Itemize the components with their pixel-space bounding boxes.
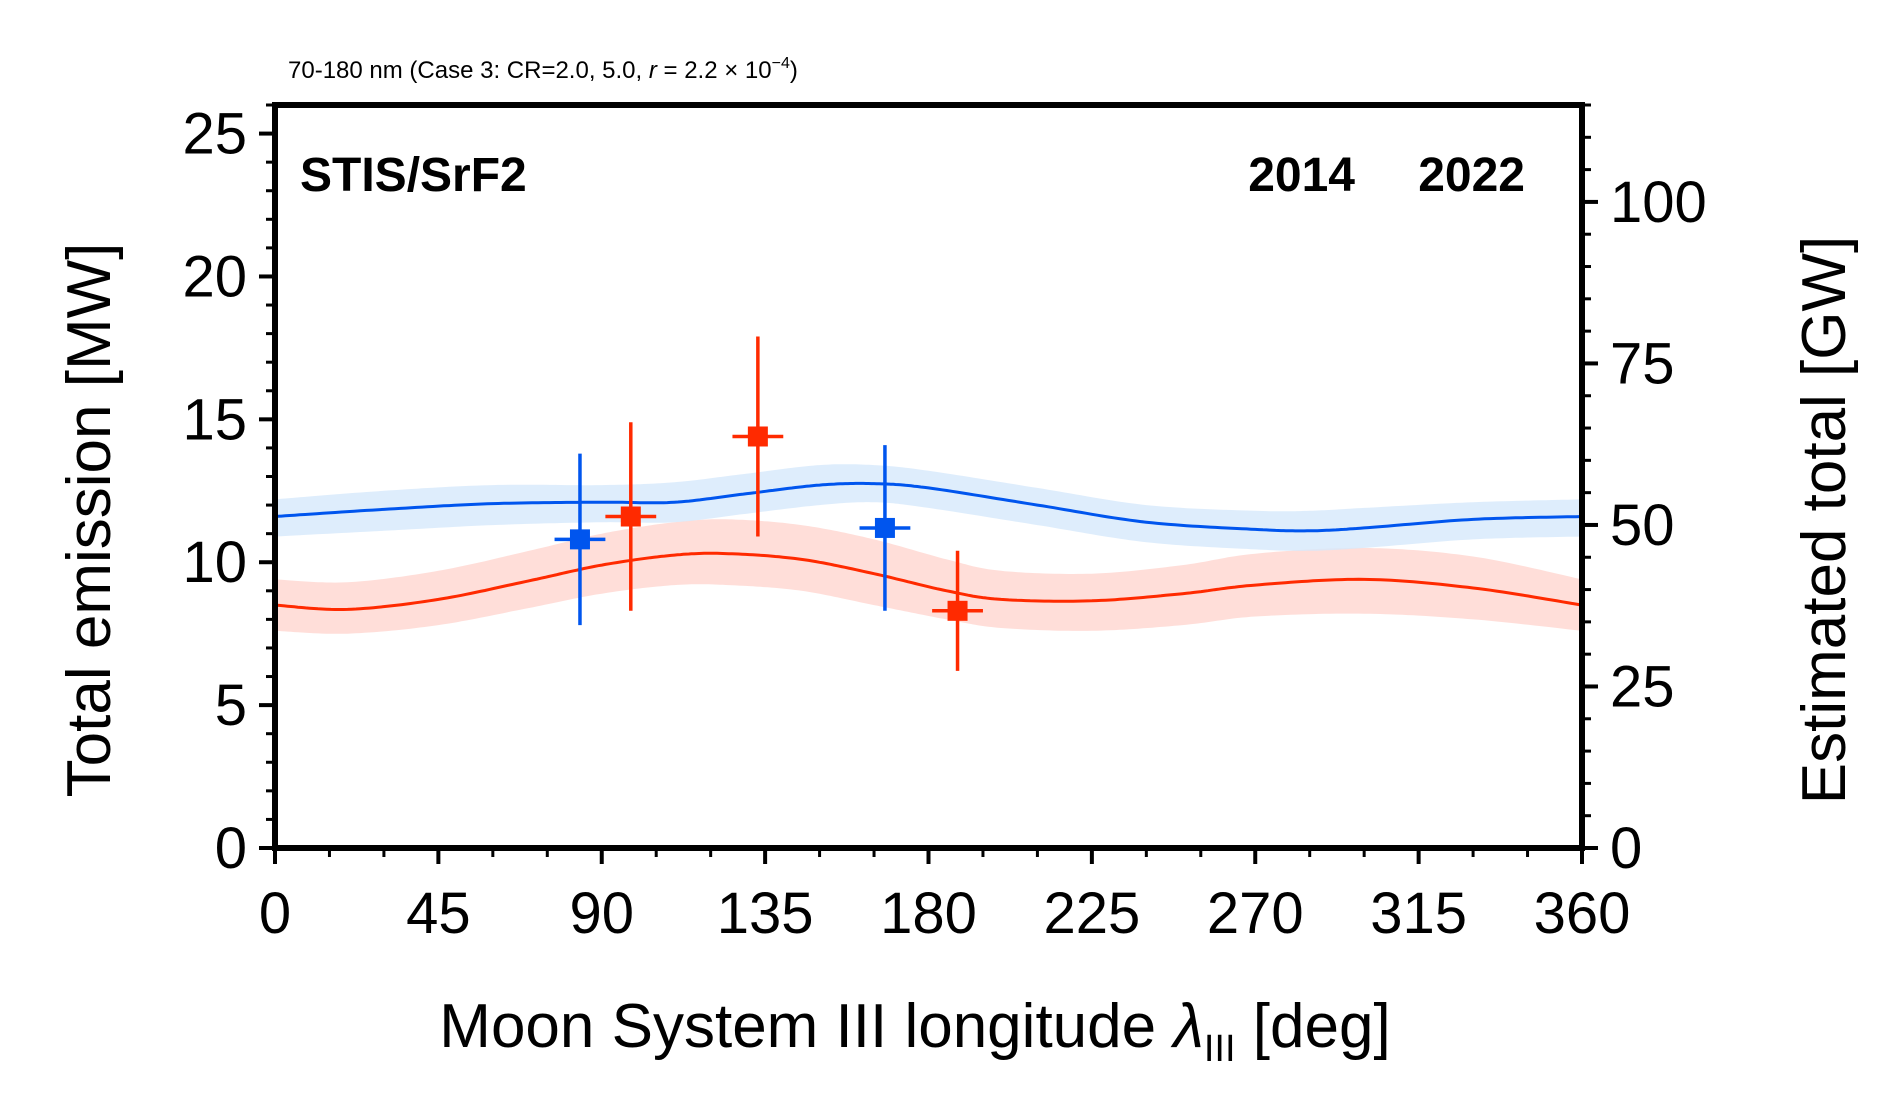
y-tick-label: 25 [182,102,247,167]
point-marker [947,600,968,621]
data-point-2022-2 [859,445,911,611]
x-tick-label: 225 [1043,881,1140,946]
y-axis-right: 0 25 50 75 100 [1582,103,1707,881]
y2-tick-label: 75 [1610,331,1675,396]
legend-2014: 2014 [1248,149,1355,202]
model-lines [274,481,1583,611]
x-tick-label: 360 [1534,881,1631,946]
y-tick-label: 5 [215,673,247,738]
model-bands [275,464,1582,634]
data-point-2014-3 [932,550,983,671]
x-tick-label: 45 [406,881,471,946]
x-tick-label: 180 [880,881,977,946]
model-line-2022 [274,481,1583,533]
point-marker [569,529,590,550]
point-marker [874,517,895,538]
x-tick-label: 0 [259,881,291,946]
x-tick-label: 315 [1370,881,1467,946]
model-band-2022 [275,464,1582,551]
y2-tick-label: 25 [1610,654,1675,719]
y-tick-label: 15 [182,387,247,452]
x-axis: 0 45 90 135 180 225 270 315 360 [259,848,1631,946]
data-point-2022-1 [554,453,606,626]
data-point-2014-2 [732,336,784,537]
data-points [554,336,983,671]
data-point-2014-1 [605,422,657,611]
x-axis-title: Moon System III longitude λIII [deg] [439,992,1390,1070]
y-tick-label: 0 [215,816,247,881]
legend-2022: 2022 [1418,149,1525,202]
y-axis-left: 0 5 10 15 20 25 [182,102,275,881]
y2-tick-label: 100 [1610,170,1707,235]
y-axis-title-right: Estimated total [GW] [1790,236,1859,805]
y-tick-label: 20 [182,244,247,309]
x-tick-label: 270 [1207,881,1304,946]
point-marker [620,506,641,527]
point-marker [747,426,768,447]
y-axis-title-left: Total emission [MW] [55,243,124,798]
model-band-2014 [275,519,1582,634]
y-tick-label: 10 [182,530,247,595]
panel-label: STIS/SrF2 [300,149,527,202]
x-tick-label: 135 [717,881,814,946]
x-tick-label: 90 [569,881,634,946]
y2-tick-label: 0 [1610,816,1642,881]
chart-title: 70-180 nm (Case 3: CR=2.0, 5.0, r = 2.2 … [288,55,798,84]
model-line-2014 [274,551,1583,611]
y2-tick-label: 50 [1610,493,1675,558]
